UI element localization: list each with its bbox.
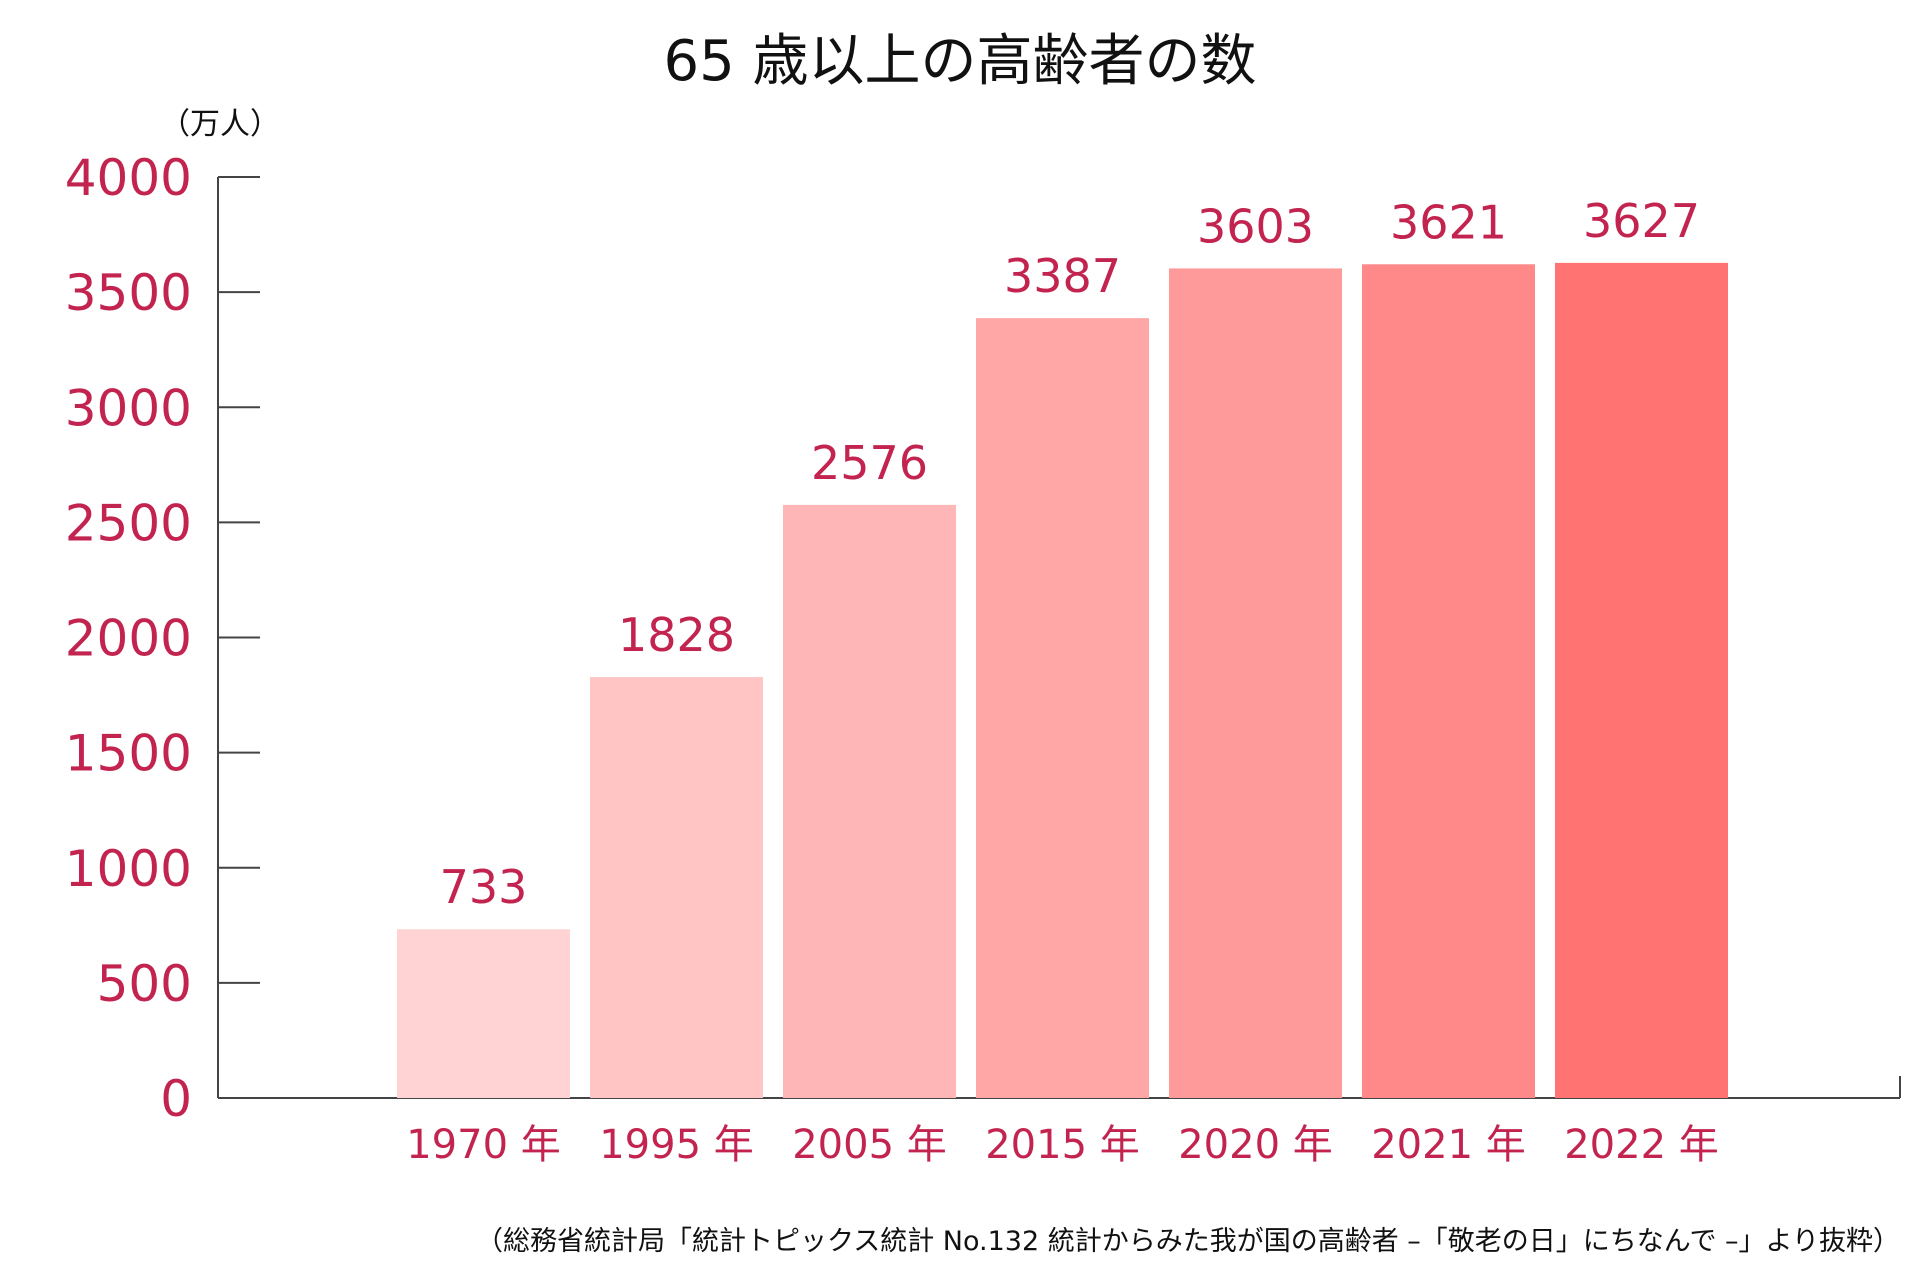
y-tick-label: 4000 — [65, 149, 192, 207]
bar — [976, 318, 1149, 1098]
y-tick-label: 2500 — [65, 494, 192, 552]
x-tick-label: 2015 年 — [985, 1122, 1140, 1168]
x-tick-label: 2022 年 — [1564, 1122, 1719, 1168]
bar — [397, 929, 570, 1098]
bar — [1555, 262, 1728, 1098]
bar — [1362, 264, 1535, 1098]
x-tick-labels: 1970 年 1995 年 2005 年 2015 年 2020 年 2021 年 2022… — [406, 1122, 1719, 1168]
y-tick-label: 3500 — [65, 264, 192, 322]
data-label: 2576 — [811, 436, 928, 490]
y-axis-unit-label: （万人） — [160, 107, 280, 142]
data-label: 1828 — [618, 608, 735, 662]
y-tick-label: 0 — [160, 1070, 192, 1128]
data-label: 3387 — [1004, 249, 1121, 303]
y-axis: 0 500 1000 1500 2000 2500 3000 3500 4000 — [65, 149, 260, 1128]
y-tick-label: 1000 — [65, 840, 192, 898]
source-note: （総務省統計局「統計トピックス統計 No.132 統計からみた我が国の高齢者 –… — [476, 1226, 1900, 1257]
x-tick-label: 2005 年 — [792, 1122, 947, 1168]
bar — [1169, 268, 1342, 1098]
y-tick-label: 2000 — [65, 610, 192, 668]
x-tick-label: 1970 年 — [406, 1122, 561, 1168]
data-labels: 733 1828 2576 3387 3603 3621 3627 — [440, 194, 1700, 914]
data-label: 3627 — [1583, 194, 1700, 248]
data-label: 733 — [440, 860, 528, 914]
y-tick-label: 3000 — [65, 379, 192, 437]
data-label: 3621 — [1390, 195, 1507, 249]
x-tick-label: 2020 年 — [1178, 1122, 1333, 1168]
x-tick-label: 1995 年 — [599, 1122, 754, 1168]
x-tick-label: 2021 年 — [1371, 1122, 1526, 1168]
bar — [590, 677, 763, 1098]
bars — [397, 262, 1728, 1099]
chart-title: 65 歳以上の高齢者の数 — [663, 29, 1256, 94]
y-tick-label: 500 — [97, 955, 192, 1013]
y-tick-label: 1500 — [65, 725, 192, 783]
data-label: 3603 — [1197, 199, 1314, 253]
bar — [783, 504, 956, 1099]
